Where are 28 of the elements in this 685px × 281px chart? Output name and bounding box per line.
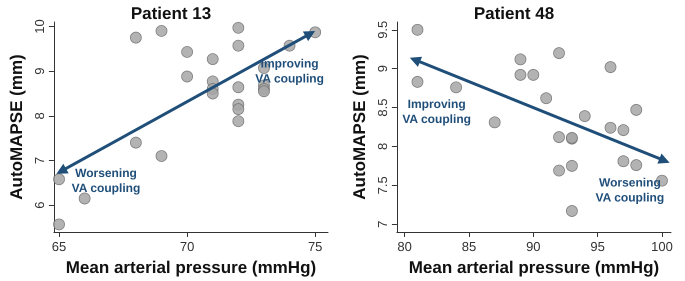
- y-tick-label: 9: [32, 68, 47, 75]
- x-tick-label: 75: [308, 239, 322, 254]
- y-axis-title: AutoMAPSE (mm): [7, 54, 26, 200]
- chart-title: Patient 13: [130, 4, 212, 23]
- annotation: Improving VA coupling: [402, 96, 471, 126]
- y-tick-label: 9.5: [374, 20, 390, 39]
- x-tick-label: 100: [651, 239, 673, 254]
- y-tick-label: 10: [32, 19, 47, 34]
- y-tick-label: 7: [32, 156, 47, 164]
- y-tick-label: 7: [374, 220, 390, 228]
- y-tick-label: 7.5: [374, 176, 390, 194]
- x-tick-label: 85: [462, 239, 476, 254]
- y-tick-label: 8.5: [374, 98, 390, 117]
- x-tick-label: 65: [52, 239, 66, 254]
- x-axis-title: Mean arterial pressure (mmHg): [408, 258, 660, 277]
- y-axis-title: AutoMAPSE (mm): [350, 54, 369, 200]
- x-tick-label: 80: [397, 239, 412, 254]
- chart-title: Patient 48: [474, 4, 554, 23]
- x-tick-label: 90: [526, 239, 541, 254]
- x-axis-title: Mean arterial pressure (mmHg): [66, 258, 316, 277]
- y-tick-label: 8: [32, 112, 47, 120]
- x-tick-label: 70: [180, 239, 194, 254]
- y-tick-label: 6: [32, 202, 47, 209]
- y-tick-label: 9: [374, 65, 390, 72]
- x-tick-label: 95: [590, 239, 605, 254]
- annotation: Worsening VA coupling: [72, 166, 140, 196]
- y-tick-label: 8: [374, 142, 390, 150]
- annotation: Worsening VA coupling: [596, 176, 664, 204]
